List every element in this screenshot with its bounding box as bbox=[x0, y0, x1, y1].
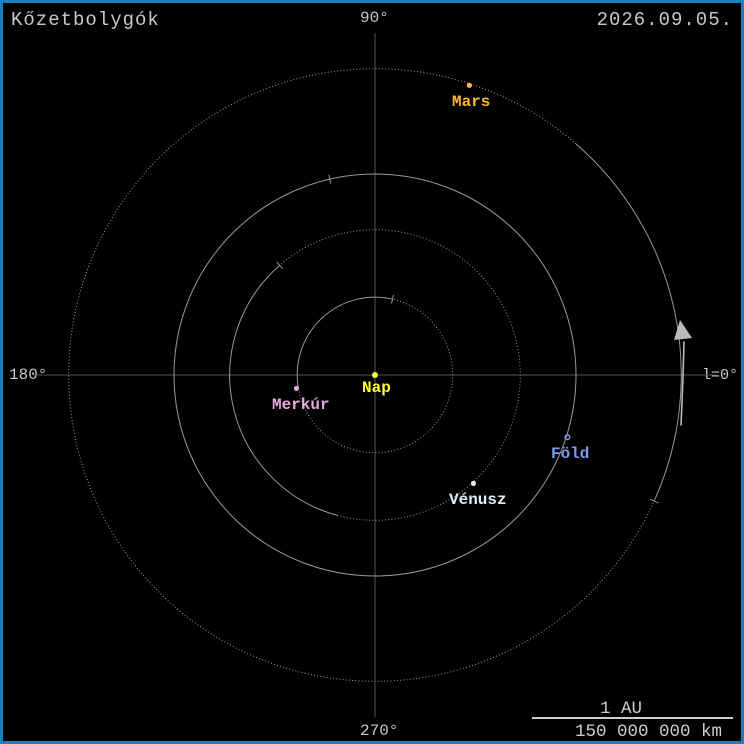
svg-text:Mars: Mars bbox=[452, 93, 490, 111]
svg-text:Föld: Föld bbox=[551, 445, 589, 463]
svg-text:Vénusz: Vénusz bbox=[449, 491, 507, 509]
svg-text:Nap: Nap bbox=[362, 379, 391, 397]
svg-text:Merkúr: Merkúr bbox=[272, 396, 330, 414]
